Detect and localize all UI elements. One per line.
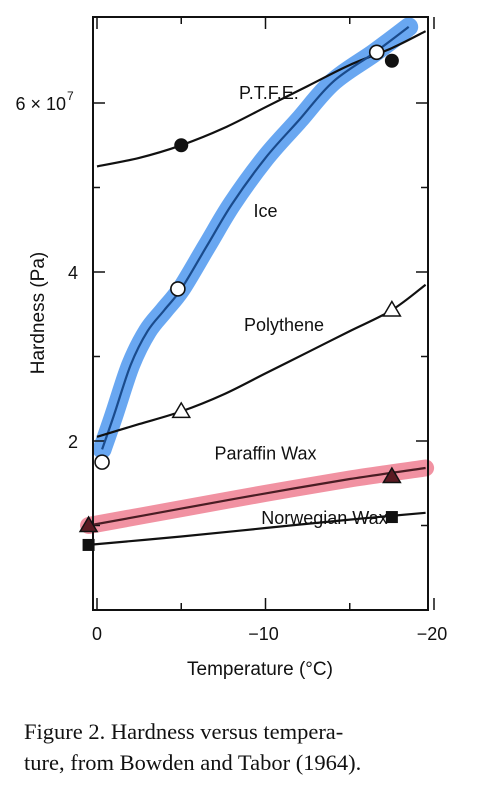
ice-point — [368, 44, 385, 61]
x-tick-label: −20 — [417, 624, 448, 644]
norwegian-wax-point — [385, 511, 398, 524]
y-tick-label: 2 — [68, 432, 78, 452]
paraffin-wax-point — [382, 466, 402, 484]
paraffin-wax-point — [78, 515, 99, 533]
norwegian-wax-label: Norwegian Wax — [261, 508, 387, 528]
p-t-f-e-point — [384, 53, 399, 68]
p-t-f-e-point — [174, 138, 189, 153]
y-axis-label: Hardness (Pa) — [28, 252, 49, 375]
polythene-point — [382, 300, 402, 317]
axis-ticks — [93, 17, 435, 610]
caption-line-2: ture, from Bowden and Tabor (1964). — [24, 750, 362, 775]
x-tick-label: −10 — [248, 624, 279, 644]
paraffin-wax-curve — [88, 466, 426, 527]
plot-frame — [92, 16, 429, 611]
x-tick-label: 0 — [92, 624, 102, 644]
y-tick-label: 6 × 10 — [15, 94, 66, 114]
ice-label: Ice — [253, 201, 277, 221]
hardness-chart: P.T.F.E. Ice Polythene Paraffin Wax Norwegia… — [15, 16, 447, 680]
series-labels: P.T.F.E. Ice Polythene Paraffin Wax Norwegia… — [214, 83, 387, 528]
x-axis-label: Temperature (°C) — [187, 659, 333, 680]
ice-point — [170, 281, 186, 297]
norwegian-wax-curve — [88, 511, 426, 546]
y-tick-label: 4 — [68, 263, 78, 283]
norwegian-wax-point — [82, 538, 95, 551]
y-tick-exponent: 7 — [67, 89, 74, 103]
polythene-point — [171, 401, 192, 419]
ice-curve — [101, 26, 410, 450]
paraffin-wax-label: Paraffin Wax — [214, 444, 316, 464]
caption-line-1: Figure 2. Hardness versus tempera- — [24, 719, 344, 744]
polythene-label: Polythene — [244, 315, 324, 335]
series-markers — [78, 44, 402, 551]
tick-labels: 0 −10 −20 2 4 6 × 10 7 — [15, 89, 447, 644]
p-t-f-e-label: P.T.F.E. — [239, 83, 299, 103]
figure-caption: Figure 2. Hardness versus tempera- ture,… — [24, 716, 470, 778]
polythene-curve — [96, 283, 427, 438]
ice-point — [94, 454, 110, 470]
